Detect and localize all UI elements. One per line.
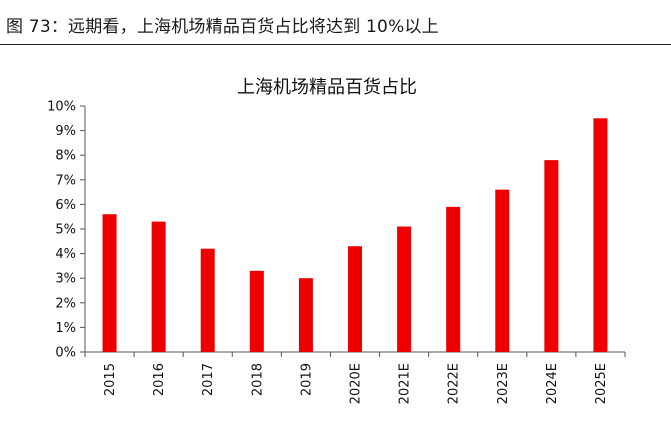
bar-2018 bbox=[249, 270, 264, 352]
x-tick-label: 2020E bbox=[349, 363, 364, 404]
x-tick-label: 2025E bbox=[594, 363, 609, 404]
y-tick-label: 8% bbox=[55, 149, 76, 164]
bar-2022E bbox=[446, 206, 461, 352]
y-tick-label: 3% bbox=[55, 272, 76, 287]
bar-2025E bbox=[593, 118, 608, 352]
x-tick-label: 2024E bbox=[545, 363, 560, 404]
y-tick-label: 0% bbox=[55, 346, 76, 361]
x-tick-label: 2018 bbox=[250, 363, 265, 396]
y-tick-label: 4% bbox=[55, 247, 76, 262]
y-tick-label: 6% bbox=[55, 198, 76, 213]
x-axis: 2015 2016 2017 2018 2019 2020E 2021E 2022E 2023E… bbox=[84, 351, 626, 404]
y-tick-label: 5% bbox=[55, 223, 76, 238]
bar-2016 bbox=[151, 221, 166, 352]
bar-2023E bbox=[495, 189, 510, 352]
y-tick-label: 9% bbox=[55, 124, 76, 139]
x-tick-label: 2021E bbox=[398, 363, 413, 404]
y-axis: 0% 1% 2% 3% 4% 5% 6% 7% 8% 9% 10% bbox=[47, 100, 86, 361]
bar-2015 bbox=[102, 214, 117, 352]
bar-2020E bbox=[348, 246, 362, 352]
bar-2024E bbox=[544, 160, 559, 352]
y-tick-label: 7% bbox=[55, 173, 76, 188]
y-tick-label: 2% bbox=[55, 296, 76, 311]
bar-2021E bbox=[397, 226, 412, 352]
x-tick-label: 2016 bbox=[152, 363, 167, 396]
y-tick-label: 10% bbox=[47, 100, 76, 115]
chart-title: 上海机场精品百货占比 bbox=[237, 77, 417, 98]
y-tick-label: 1% bbox=[55, 321, 76, 336]
bar-2017 bbox=[200, 248, 215, 352]
bar-2019 bbox=[298, 278, 313, 352]
x-tick-label: 2019 bbox=[299, 363, 314, 396]
x-tick-label: 2022E bbox=[447, 363, 462, 404]
x-tick-label: 2023E bbox=[496, 363, 511, 404]
caption-divider bbox=[0, 44, 671, 45]
bars bbox=[102, 118, 608, 352]
figure-caption: 图 73：远期看，上海机场精品百货占比将达到 10%以上 bbox=[6, 17, 439, 37]
x-tick-label: 2017 bbox=[201, 363, 216, 396]
x-tick-label: 2015 bbox=[103, 363, 118, 396]
